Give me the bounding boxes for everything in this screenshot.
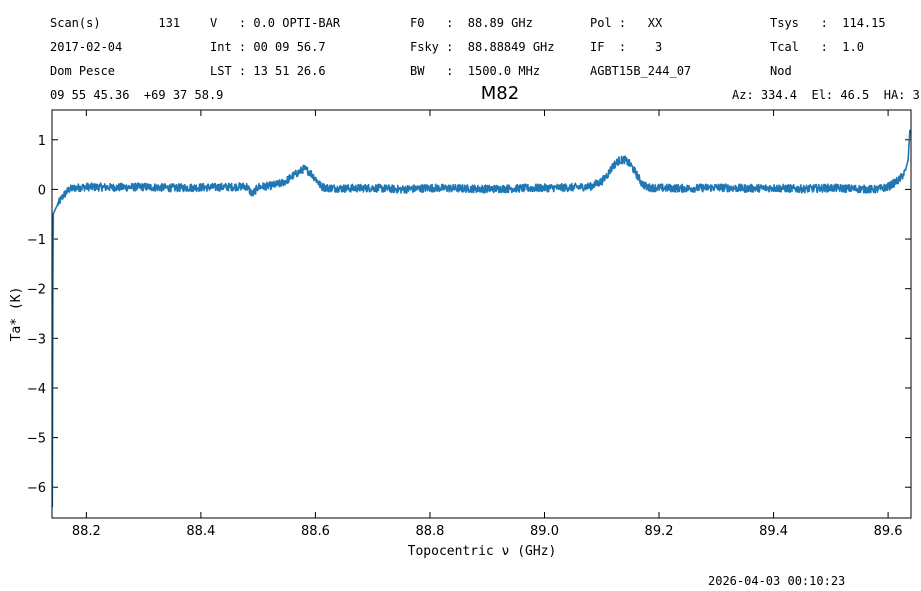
y-tick-label: 1: [38, 134, 46, 149]
scan-label: Scan(s) 131: [50, 16, 181, 30]
lst-label: LST : 13 51 26.6: [210, 64, 326, 78]
y-axis-label: Ta* (K): [9, 287, 24, 342]
x-tick-label: 89.0: [530, 524, 559, 539]
plot-frame: [51, 109, 912, 519]
y-tick-label: −4: [27, 382, 46, 397]
observer-label: Dom Pesce: [50, 64, 116, 78]
if-label: IF : 3: [590, 40, 663, 54]
y-tick-label: 0: [38, 183, 46, 198]
y-tick-label: −6: [27, 481, 46, 496]
y-tick-label: −1: [27, 233, 46, 248]
y-tick-label: −5: [27, 432, 46, 447]
tcal-label: Tcal : 1.0: [770, 40, 864, 54]
x-tick-label: 89.2: [645, 524, 674, 539]
x-tick-label: 89.4: [759, 524, 788, 539]
procedure-label: Nod: [770, 64, 792, 78]
render-timestamp: 2026-04-03 00:10:23: [708, 574, 846, 588]
x-tick-label: 88.8: [415, 524, 444, 539]
integration-label: Int : 00 09 56.7: [210, 40, 326, 54]
x-tick-label: 88.2: [72, 524, 101, 539]
date-label: 2017-02-04: [50, 40, 123, 54]
az-el-label: Az: 334.4 El: 46.5 HA: 3: [732, 88, 920, 102]
sky-frequency-label: Fsky : 88.88849 GHz: [410, 40, 555, 54]
tsys-label: Tsys : 114.15: [770, 16, 886, 30]
plot-area: [52, 129, 911, 508]
chart-title: M82: [481, 83, 519, 104]
y-tick-label: −3: [27, 332, 46, 347]
spectrum-series-line: [52, 129, 911, 508]
axis-ticks: 88.2 88.4 88.6 88.8 89.0 89.2 89.4 89.6 1 0 −1 −2 −3…: [27, 110, 911, 539]
y-tick-label: −2: [27, 283, 46, 298]
x-tick-label: 89.6: [874, 524, 903, 539]
x-tick-label: 88.4: [186, 524, 215, 539]
velocity-label: V : 0.0 OPTI-BAR: [210, 16, 341, 30]
x-axis-label: Topocentric ν (GHz): [408, 544, 557, 559]
polarization-label: Pol : XX: [590, 16, 663, 30]
project-label: AGBT15B_244_07: [590, 64, 692, 78]
rest-frequency-label: F0 : 88.89 GHz: [410, 16, 533, 30]
x-tick-label: 88.6: [301, 524, 330, 539]
bandwidth-label: BW : 1500.0 MHz: [410, 64, 541, 78]
coordinates-label: 09 55 45.36 +69 37 58.9: [50, 88, 224, 102]
